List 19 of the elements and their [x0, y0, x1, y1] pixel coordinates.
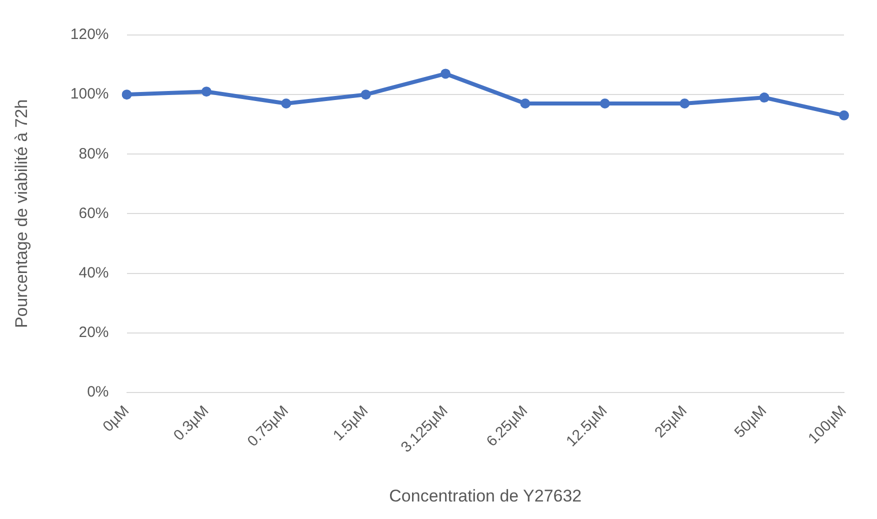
y-tick-label: 20% — [78, 324, 109, 341]
x-axis-title: Concentration de Y27632 — [389, 486, 582, 506]
y-tick-label: 60% — [78, 204, 109, 222]
point — [839, 110, 849, 120]
point — [122, 90, 132, 100]
y-tick-label: 120% — [70, 26, 109, 44]
point — [600, 98, 610, 108]
y-tick-label: 80% — [78, 145, 109, 162]
point — [440, 68, 451, 79]
point — [360, 90, 371, 100]
y-axis-title: Pourcentage de viabilité à 72h — [12, 99, 31, 328]
point — [520, 98, 530, 108]
y-tick-label: 100% — [70, 86, 109, 103]
point — [201, 86, 212, 97]
point — [281, 98, 292, 108]
y-tick-label: 40% — [78, 264, 109, 282]
point — [759, 92, 770, 103]
y-tick-label: 0% — [87, 384, 109, 401]
point — [680, 98, 690, 108]
